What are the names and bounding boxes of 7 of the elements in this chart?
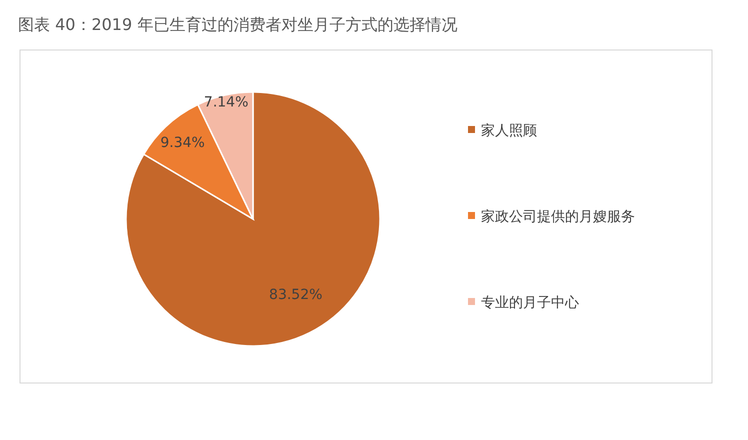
title: 图表 40：2019 年已生育过的消费者对坐月子方式的选择情况 (18, 15, 458, 34)
data-label: 7.14% (204, 94, 248, 110)
data-label: 9.34% (160, 135, 205, 152)
legend-label: 专业的月子中心 (481, 295, 579, 311)
data-label: 83.52% (269, 287, 322, 304)
legend-label: 家人照顾 (481, 123, 537, 139)
legend-label: 家政公司提供的月嫂服务 (481, 209, 635, 225)
